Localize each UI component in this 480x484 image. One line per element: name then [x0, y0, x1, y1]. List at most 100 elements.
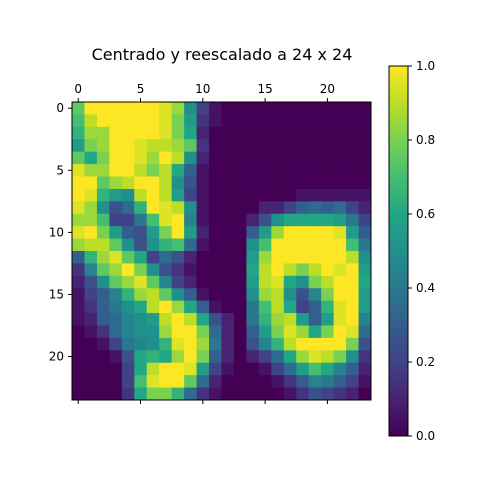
- heatmap-cell: [346, 275, 359, 289]
- heatmap-cell: [346, 151, 359, 165]
- heatmap-cell: [346, 188, 359, 202]
- heatmap-cell: [283, 126, 297, 140]
- heatmap-cell: [258, 176, 272, 190]
- heatmap-cell: [308, 213, 322, 227]
- heatmap-cell: [233, 275, 247, 289]
- heatmap-cell: [84, 251, 98, 264]
- heatmap-cell: [333, 151, 347, 165]
- heatmap-cell: [308, 176, 322, 190]
- heatmap-cell: [221, 362, 235, 376]
- heatmap-cell: [96, 139, 110, 153]
- heatmap-cell: [146, 263, 160, 277]
- heatmap-cell: [96, 151, 110, 165]
- heatmap-cell: [159, 201, 173, 215]
- heatmap-cell: [184, 300, 197, 314]
- heatmap-cell: [358, 176, 372, 190]
- heatmap-cell: [72, 313, 85, 326]
- heatmap-cell: [72, 213, 85, 227]
- heatmap-cell: [171, 288, 185, 302]
- heatmap-cell: [246, 176, 260, 190]
- heatmap-cell: [308, 201, 322, 215]
- heatmap-cell: [96, 102, 110, 115]
- x-tick-label: 5: [137, 82, 145, 96]
- heatmap-cell: [258, 300, 272, 314]
- heatmap-cell: [258, 387, 272, 401]
- heatmap-cell: [159, 325, 173, 339]
- heatmap-cell: [233, 362, 247, 376]
- heatmap-cell: [109, 213, 123, 227]
- heatmap-cell: [121, 188, 135, 202]
- heatmap-cell: [271, 114, 285, 128]
- heatmap-cell: [209, 387, 222, 401]
- heatmap-cell: [72, 226, 85, 239]
- heatmap-cell: [134, 263, 148, 277]
- heatmap-cell: [159, 375, 173, 388]
- heatmap-cell: [321, 275, 335, 289]
- heatmap-cell: [109, 201, 123, 215]
- heatmap-cell: [171, 164, 185, 177]
- heatmap-cell: [258, 263, 272, 277]
- heatmap-cell: [121, 325, 135, 339]
- heatmap-cell: [221, 263, 235, 277]
- heatmap-cell: [283, 139, 297, 153]
- heatmap-cell: [271, 238, 285, 252]
- heatmap-cell: [196, 251, 210, 264]
- colorbar-tick-label: 0.0: [416, 429, 435, 443]
- heatmap-cell: [209, 176, 222, 190]
- heatmap-cell: [209, 362, 222, 376]
- heatmap-cell: [296, 139, 310, 153]
- heatmap-cell: [283, 102, 297, 115]
- heatmap-cell: [72, 238, 85, 252]
- heatmap-cell: [346, 102, 359, 115]
- heatmap-cell: [296, 114, 310, 128]
- heatmap-cell: [271, 387, 285, 401]
- heatmap-cell: [72, 325, 85, 339]
- heatmap-cell: [233, 176, 247, 190]
- heatmap-cell: [171, 375, 185, 388]
- heatmap-cell: [121, 288, 135, 302]
- heatmap-cell: [358, 102, 372, 115]
- heatmap-cell: [72, 362, 85, 376]
- heatmap-cell: [171, 238, 185, 252]
- heatmap-cell: [358, 387, 372, 401]
- heatmap-cell: [346, 213, 359, 227]
- heatmap-cell: [109, 288, 123, 302]
- heatmap-cell: [321, 337, 335, 351]
- heatmap-cell: [358, 164, 372, 177]
- heatmap-cell: [283, 375, 297, 388]
- heatmap-cell: [283, 350, 297, 364]
- heatmap-cell: [171, 350, 185, 364]
- heatmap-cell: [346, 126, 359, 140]
- heatmap-cell: [333, 114, 347, 128]
- heatmap-cell: [333, 350, 347, 364]
- heatmap-cell: [134, 238, 148, 252]
- heatmap-cell: [96, 114, 110, 128]
- heatmap-cell: [96, 263, 110, 277]
- heatmap-cell: [258, 188, 272, 202]
- heatmap-cell: [159, 337, 173, 351]
- heatmap-cell: [258, 238, 272, 252]
- heatmap-cell: [196, 188, 210, 202]
- heatmap-cell: [308, 126, 322, 140]
- heatmap-cell: [271, 275, 285, 289]
- heatmap-cell: [72, 126, 85, 140]
- heatmap-cell: [121, 387, 135, 401]
- heatmap-cell: [159, 139, 173, 153]
- heatmap-cell: [109, 164, 123, 177]
- heatmap-cell: [271, 164, 285, 177]
- heatmap-cell: [271, 188, 285, 202]
- heatmap-cell: [246, 263, 260, 277]
- heatmap-cell: [296, 164, 310, 177]
- heatmap-cell: [184, 263, 197, 277]
- heatmap-cell: [134, 313, 148, 326]
- heatmap-cell: [308, 114, 322, 128]
- heatmap-cell: [72, 188, 85, 202]
- heatmap-cell: [196, 375, 210, 388]
- heatmap-cell: [171, 362, 185, 376]
- heatmap-cell: [72, 164, 85, 177]
- heatmap-cell: [109, 313, 123, 326]
- heatmap-cell: [346, 350, 359, 364]
- heatmap-cell: [271, 213, 285, 227]
- y-axis: 0 5 10 15 20: [49, 101, 72, 364]
- heatmap-cell: [358, 251, 372, 264]
